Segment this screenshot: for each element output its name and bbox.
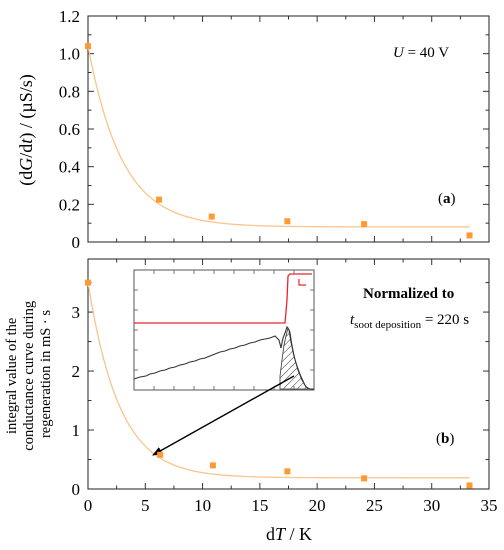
panel-b-xlabel: dT / K [266,524,312,544]
panel-a-fit-curve [87,46,470,228]
x-tick-label: 0 [84,496,93,515]
x-tick-label: 20 [309,496,326,515]
panel-a-annotation: U = 40 V [393,45,449,61]
data-point [209,462,216,469]
y-tick-label: 0.6 [59,120,80,139]
data-point [85,279,91,286]
data-point [157,451,164,458]
x-tick-label: 10 [194,496,211,515]
y-tick-label: 3 [72,303,81,322]
panel-b-ytick-labels: 0 1 2 3 [72,303,81,499]
panel-b-ylabel-line1: integral value of the [4,318,20,434]
panel-b-annotation-line1: Normalized to [363,286,454,302]
panel-b-fit-curve [87,282,470,479]
y-tick-label: 2 [72,362,81,381]
x-tick-label: 30 [423,496,440,515]
data-point [361,221,368,228]
data-point [284,468,291,475]
y-tick-label: 1 [72,421,81,440]
y-tick-label: 1.0 [59,45,80,64]
inset-plot [133,269,315,391]
inset-pointer-arrow [152,375,295,456]
panel-b-ylabel-line3: regeneration in mS · s [38,310,54,438]
panel-b: 0 1 2 3 0 5 10 15 20 25 30 35 integral value of th… [4,258,498,544]
panel-b-ylabel: integral value of the conductance curve … [4,297,54,450]
data-point [361,475,368,482]
panel-b-markers [85,279,473,489]
y-tick-label: 1.2 [59,7,80,26]
inset-black-curve [133,325,314,390]
data-point [466,232,473,239]
y-tick-label: 0 [72,480,81,499]
data-point [156,196,163,203]
data-point [208,213,215,220]
panel-b-label: (b) [436,431,454,447]
panel-b-annotation-line2: tsoot deposition = 220 s [350,312,469,331]
data-point [466,482,473,489]
data-point [85,43,91,50]
x-tick-label: 35 [481,496,498,515]
panel-b-xtick-labels: 0 5 10 15 20 25 30 35 [84,496,498,515]
y-tick-label: 0.2 [59,195,80,214]
panel-a: 0 0.2 0.4 0.6 0.8 1.0 1.2 (dG/dt) / (µS/s) U =… [16,7,490,252]
panel-a-label: (a) [438,191,456,207]
inset-red-curve [134,273,312,324]
x-tick-label: 25 [366,496,383,515]
y-tick-label: 0 [72,233,81,252]
x-tick-label: 5 [141,496,150,515]
panel-a-ytick-labels: 0 0.2 0.4 0.6 0.8 1.0 1.2 [59,7,81,252]
panel-a-gridticks [87,15,490,243]
data-point [284,218,291,225]
panel-b-ylabel-line2: conductance curve during [21,301,37,451]
panel-a-ylabel: (dG/dt) / (µS/s) [16,74,37,185]
y-tick-label: 0.8 [59,82,80,101]
y-tick-label: 0.4 [59,158,81,177]
panel-a-markers [85,43,473,239]
inset-red-marker [298,279,306,286]
x-tick-label: 15 [251,496,268,515]
